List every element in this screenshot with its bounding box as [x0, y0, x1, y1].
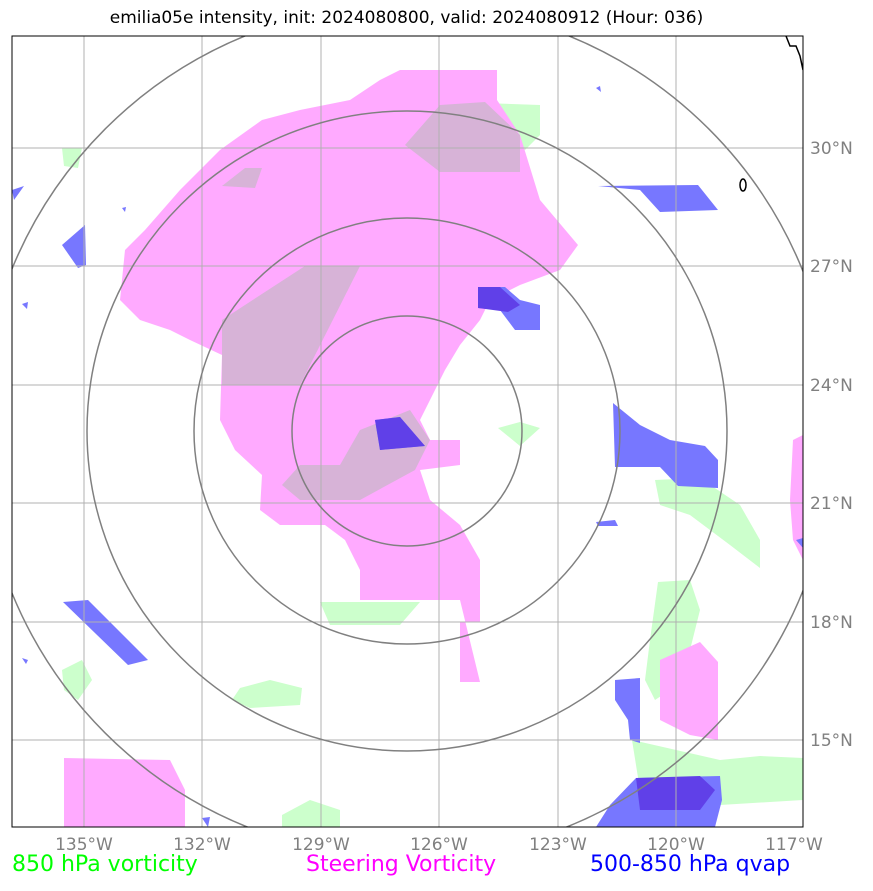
graticule: [12, 36, 803, 827]
coastline: [739, 36, 803, 192]
vorticity-850-patch: [62, 660, 92, 700]
legend-steering-vorticity: Steering Vorticity: [306, 852, 497, 877]
vorticity-850-patch: [320, 602, 420, 625]
lat-label: 18°N: [810, 613, 853, 633]
longitude-labels: 135°W 132°W 129°W 126°W 123°W 120°W 117°…: [55, 835, 823, 855]
steering-vorticity-patch: [790, 435, 803, 560]
lon-label: 123°W: [529, 835, 587, 855]
lat-label: 30°N: [810, 139, 853, 159]
qvap-patch: [63, 600, 148, 665]
qvap-patch: [122, 207, 126, 212]
coastline-segment: [785, 36, 803, 71]
map-plot-area: [12, 36, 803, 827]
lon-label: 126°W: [410, 835, 468, 855]
qvap-patch: [598, 185, 718, 212]
lon-label: 132°W: [173, 835, 231, 855]
overlap-patch: [405, 102, 520, 172]
range-ring-2: [193, 217, 621, 645]
qvap-overlap-patch: [375, 417, 425, 450]
steering-vorticity-patch: [660, 642, 718, 740]
qvap-overlap-patch: [478, 287, 520, 312]
qvap-patch: [62, 225, 86, 268]
qvap-patch: [596, 520, 618, 526]
map-frame: [11, 35, 804, 828]
lon-label: 117°W: [765, 835, 823, 855]
steering-vorticity-patch: [64, 758, 185, 827]
overlap-patch: [222, 168, 262, 188]
qvap-patch: [12, 186, 24, 200]
range-rings: [12, 36, 803, 827]
steering-vorticity-main: [120, 70, 578, 682]
lon-label: 120°W: [647, 835, 705, 855]
legend-qvap: 500-850 hPa qvap: [590, 852, 791, 877]
lat-label: 21°N: [810, 494, 853, 514]
vorticity-850-patch: [62, 148, 82, 168]
vorticity-850-patch: [232, 680, 302, 708]
range-ring-3: [86, 110, 728, 752]
legend-850-vorticity: 850 hPa vorticity: [12, 852, 198, 877]
overlap-patch: [222, 266, 360, 385]
qvap-patch: [22, 658, 28, 664]
qvap-patch: [22, 302, 28, 309]
qvap-patch: [613, 403, 718, 488]
vorticity-850-patch: [655, 478, 760, 568]
lon-label: 129°W: [292, 835, 350, 855]
qvap-patch: [615, 678, 640, 743]
qvap-patch: [596, 86, 601, 92]
vorticity-850-patch: [282, 800, 340, 827]
vorticity-850-patch: [498, 422, 540, 446]
map-title: emilia05e intensity, init: 2024080800, v…: [109, 8, 704, 28]
lat-label: 15°N: [810, 731, 853, 751]
latitude-labels: 30°N 27°N 24°N 21°N 18°N 15°N: [810, 139, 853, 751]
lon-label: 135°W: [55, 835, 113, 855]
lat-label: 24°N: [810, 376, 853, 396]
island-outline: [739, 178, 747, 192]
lat-label: 27°N: [810, 257, 853, 277]
qvap-patch: [796, 538, 803, 548]
vorticity-850-patch: [645, 580, 700, 700]
qvap-patch: [202, 817, 210, 827]
range-ring-1: [291, 315, 523, 547]
